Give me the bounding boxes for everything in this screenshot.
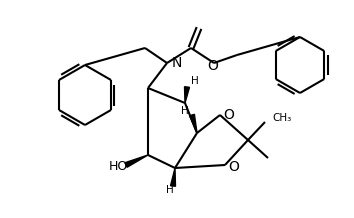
Text: H: H xyxy=(181,106,189,116)
Text: H: H xyxy=(166,185,174,195)
Polygon shape xyxy=(190,114,197,133)
Text: O: O xyxy=(207,59,218,73)
Text: N: N xyxy=(172,56,182,70)
Polygon shape xyxy=(125,155,148,167)
Text: HO: HO xyxy=(108,160,128,174)
Text: H: H xyxy=(191,76,199,86)
Text: CH₃: CH₃ xyxy=(272,113,291,123)
Polygon shape xyxy=(171,168,176,186)
Text: O: O xyxy=(228,160,239,174)
Text: O: O xyxy=(223,108,234,122)
Polygon shape xyxy=(184,87,189,103)
